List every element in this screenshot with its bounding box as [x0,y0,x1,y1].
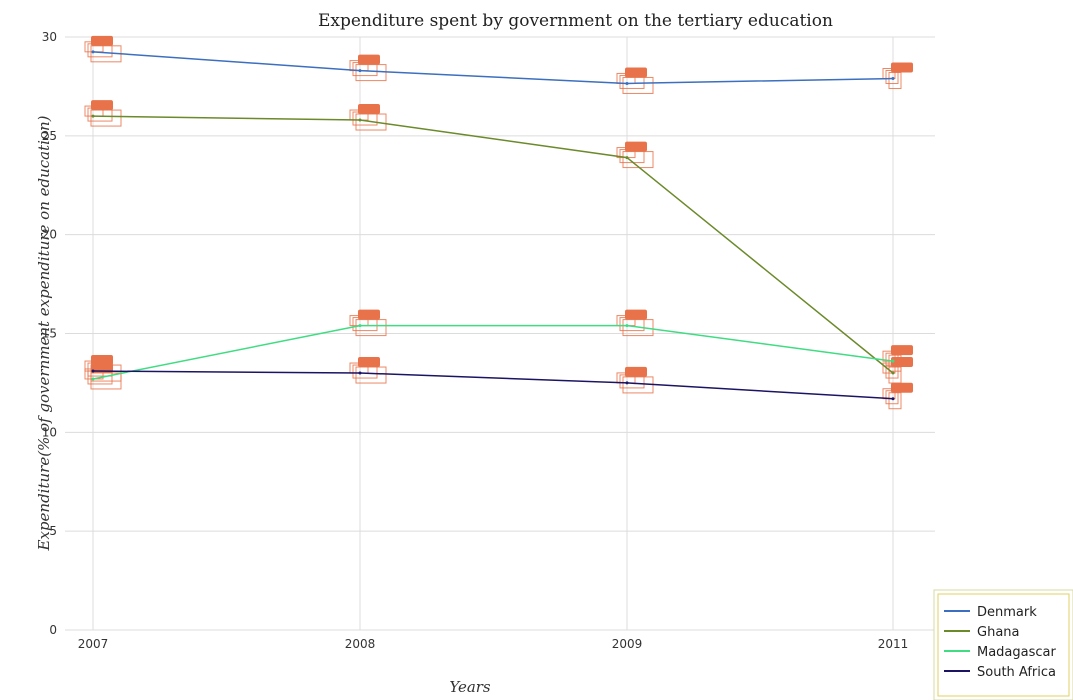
annotation-boxes [84,35,913,410]
annotation-box [888,72,902,90]
legend-label: South Africa [977,665,1056,680]
annotation-tag [625,141,647,152]
legend-label: Madagascar [977,645,1057,660]
data-point [91,114,95,118]
data-point [625,324,629,328]
legend-box [933,589,1073,700]
y-axis-title: Expenditure(% of government expenditure … [35,115,53,551]
x-axis-title: Years [449,678,491,696]
data-point [91,377,95,381]
data-point [891,77,895,81]
y-tick-label: 0 [49,623,57,637]
annotation-tag [91,100,113,111]
x-tick-label: 2007 [78,637,109,651]
data-point [358,69,362,73]
data-point [891,371,895,375]
grid-lines [65,36,935,631]
y-tick-label: 30 [42,30,57,44]
legend: Denmark Ghana Madagascar South Africa [933,589,1073,700]
annotation-tag [358,309,380,320]
y-tick-label: 15 [42,327,57,341]
annotation-tag [625,309,647,320]
data-point [358,324,362,328]
data-point [891,397,895,401]
annotation-tag [625,366,647,377]
annotation-tag [891,357,913,368]
x-tick-label: 2011 [878,637,909,651]
data-point [625,81,629,85]
y-tick-label: 5 [49,524,57,538]
annotation-tag [891,345,913,356]
legend-label: Denmark [977,605,1037,620]
x-tick-label: 2009 [612,637,643,651]
chart-title: Expenditure spent by government on the t… [318,11,833,31]
data-point [625,156,629,160]
annotation-tag [91,355,113,366]
series-line-south-africa [92,370,894,400]
annotation-tag [625,67,647,78]
annotation-tag [358,357,380,368]
data-point [91,50,95,54]
annotation-tag [358,104,380,115]
tick-labels: 0 5 10 15 20 25 30 2007 2008 2009 2011 [42,30,909,651]
series-line-denmark [92,51,894,85]
annotation-tag [891,62,913,73]
y-tick-label: 25 [42,129,57,143]
annotation-tag [891,382,913,393]
x-tick-label: 2008 [345,637,376,651]
legend-label: Ghana [977,625,1020,640]
annotation-tag [358,54,380,65]
y-tick-label: 10 [42,425,57,439]
data-point [625,381,629,385]
y-tick-label: 20 [42,228,57,242]
series-lines [91,50,895,401]
series-line-madagascar [92,324,894,380]
legend-box-outline [937,593,1070,697]
annotation-tag [91,35,113,46]
data-point [891,359,895,363]
annotation-box [90,109,122,127]
data-point [91,369,95,373]
data-point [358,118,362,122]
data-point [358,371,362,375]
series-line-ghana [92,115,894,374]
